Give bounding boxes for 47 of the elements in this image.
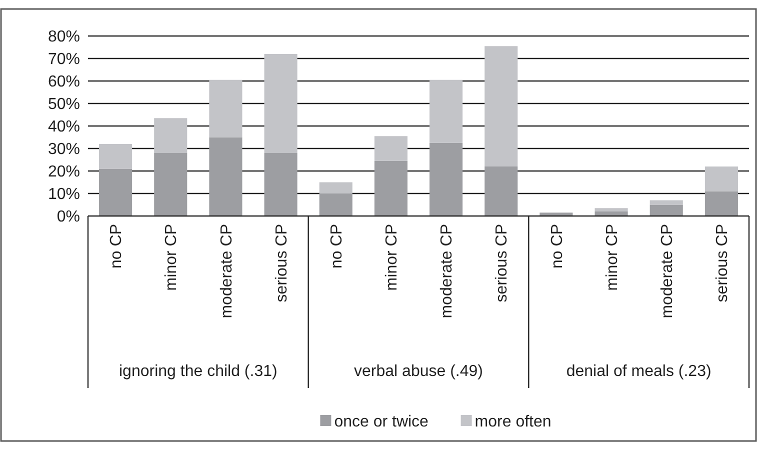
bar <box>154 153 188 216</box>
bar <box>99 168 132 216</box>
bar <box>264 54 298 153</box>
text: ignoring the child (.31) <box>119 363 278 380</box>
bar <box>374 136 408 161</box>
bar <box>430 142 463 216</box>
bar <box>209 80 242 138</box>
bar <box>704 191 738 216</box>
x-tick-label: moderate CP <box>218 224 236 318</box>
bar <box>319 194 352 216</box>
legend-label: once or twice <box>334 414 429 431</box>
y-tick-label: 10% <box>48 186 80 204</box>
y-tick-label: 30% <box>48 141 80 158</box>
x-tick-label: no CP <box>548 224 566 268</box>
y-tick-label: 40% <box>48 118 80 136</box>
bar <box>99 144 132 169</box>
x-tick-label: minor CP <box>604 224 621 291</box>
y-tick-label: 50% <box>48 96 80 114</box>
y-tick-label: 60% <box>48 74 80 91</box>
y-tick-label: 80% <box>48 28 80 46</box>
text: verbal abuse (.49) <box>354 363 483 380</box>
bar <box>374 160 408 216</box>
legend-label: more often <box>474 414 552 431</box>
bar <box>650 200 683 205</box>
bar <box>154 118 188 153</box>
x-tick-label: no CP <box>108 224 126 268</box>
x-tick-label: serious CP <box>494 224 511 302</box>
x-tick-label: moderate CP <box>658 224 676 318</box>
x-tick-label: serious CP <box>714 224 732 302</box>
bar <box>430 80 463 143</box>
x-tick-label: minor CP <box>384 224 401 291</box>
bar <box>319 182 352 194</box>
bar <box>704 166 738 192</box>
bar <box>650 204 683 216</box>
bar <box>209 137 242 216</box>
bar <box>484 166 518 216</box>
bar <box>484 46 518 166</box>
x-tick-label: minor CP <box>163 224 180 291</box>
y-tick-label: 70% <box>48 51 80 68</box>
bar <box>594 208 628 212</box>
x-tick-label: moderate CP <box>438 224 456 318</box>
x-tick-label: no CP <box>328 224 346 268</box>
y-tick-label: 20% <box>48 164 80 181</box>
y-tick-label: 0% <box>56 208 80 226</box>
bar <box>264 153 298 216</box>
x-tick-label: serious CP <box>273 224 290 302</box>
text: denial of meals (.23) <box>566 363 712 380</box>
